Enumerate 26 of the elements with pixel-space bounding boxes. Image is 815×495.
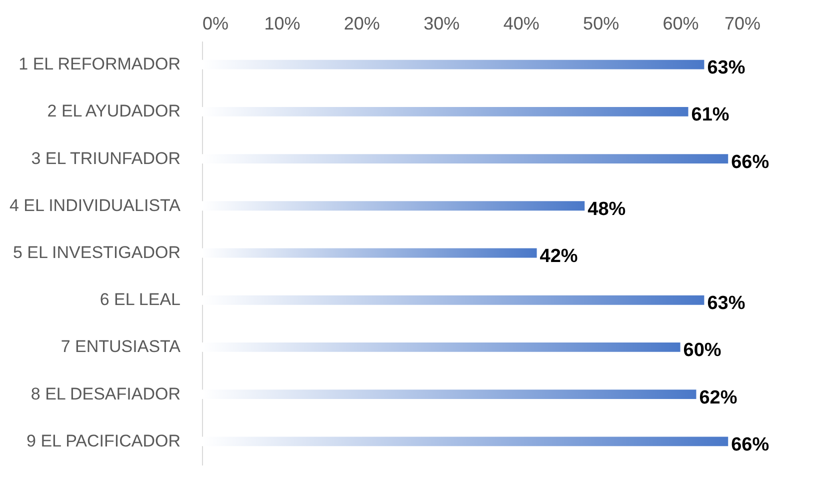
data-label: 42% — [540, 246, 578, 267]
data-label: 62% — [699, 387, 738, 408]
x-tick-label: 10% — [264, 14, 300, 34]
y-tick-label: 8 EL DESAFIADOR — [30, 384, 180, 404]
y-tick-label: 1 EL REFORMADOR — [18, 54, 180, 74]
data-label: 66% — [731, 434, 770, 456]
x-tick-label: 0% — [202, 14, 229, 34]
data-label: 60% — [683, 340, 722, 362]
data-label: 66% — [731, 152, 770, 173]
x-tick-label: 40% — [503, 14, 540, 34]
data-label: 63% — [707, 293, 746, 314]
y-tick-label: 2 EL AYUDADOR — [47, 102, 180, 121]
y-tick-label: 4 EL INDIVIDUALISTA — [10, 196, 182, 215]
y-tick-label: 3 EL TRIUNFADOR — [31, 148, 180, 168]
y-tick-label: 5 EL INVESTIGADOR — [12, 243, 180, 262]
data-label: 63% — [707, 58, 746, 79]
x-tick-label: 70% — [724, 14, 760, 34]
y-tick-label: 7 ENTUSIASTA — [60, 337, 182, 356]
x-tick-label: 60% — [662, 14, 699, 34]
x-tick-label: 50% — [583, 14, 620, 34]
data-label: 48% — [588, 198, 626, 220]
y-tick-label: 9 EL PACIFICADOR — [26, 431, 180, 450]
x-tick-label: 30% — [424, 14, 460, 34]
data-label: 61% — [691, 104, 730, 126]
y-tick-label: 6 EL LEAL — [100, 290, 180, 310]
x-tick-label: 20% — [344, 14, 380, 34]
